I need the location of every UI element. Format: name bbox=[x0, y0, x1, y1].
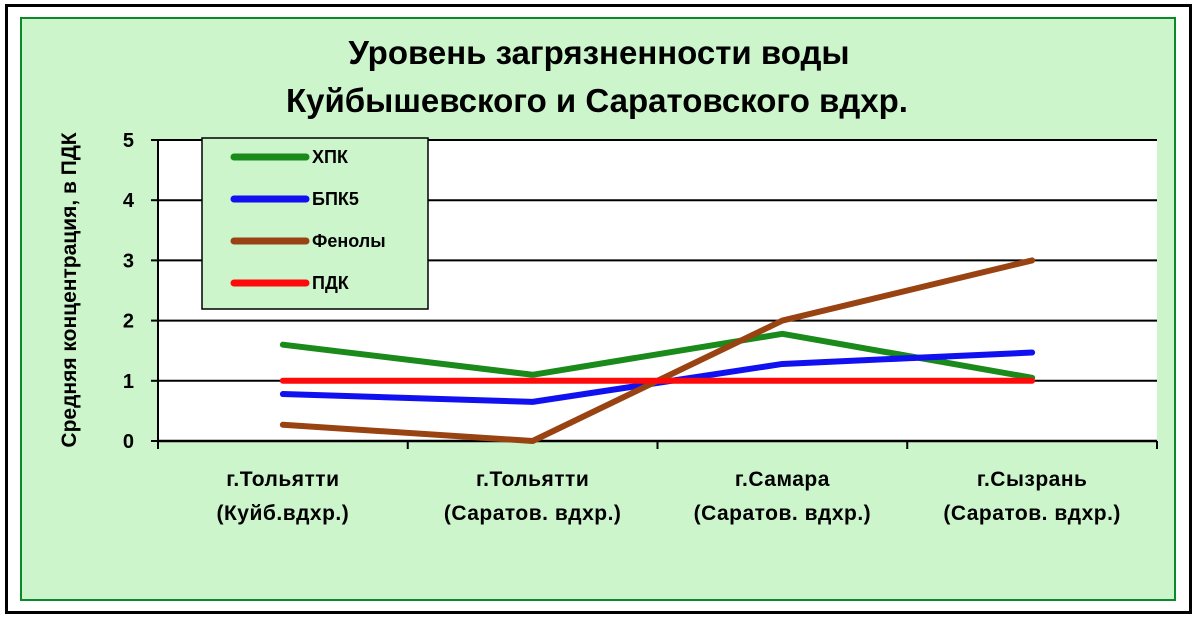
y-tick-label-4: 4 bbox=[123, 190, 135, 212]
series-lines bbox=[279, 257, 1036, 444]
x-category-label: г.Тольятти bbox=[226, 468, 339, 491]
x-category-label: (Саратов. вдхр.) bbox=[943, 502, 1121, 525]
x-category-label: (Саратов. вдхр.) bbox=[694, 502, 872, 525]
x-category-label: г.Тольятти bbox=[476, 468, 589, 491]
chart-title-line-1: Уровень загрязненности воды bbox=[348, 34, 849, 71]
chart-title-line-2: Куйбышевского и Саратовского вдхр. bbox=[286, 82, 908, 119]
y-tick-label-5: 5 bbox=[123, 130, 134, 152]
x-category-label: (Саратов. вдхр.) bbox=[444, 502, 622, 525]
legend-label-1: БПК5 bbox=[312, 189, 359, 209]
x-category-label: (Куйб.вдхр.) bbox=[216, 502, 349, 525]
y-tick-label-2: 2 bbox=[123, 311, 134, 333]
y-axis-label: Средняя концентрация, в ПДК bbox=[58, 132, 81, 447]
x-category-label: г.Самара bbox=[735, 468, 830, 491]
y-tick-label-0: 0 bbox=[123, 431, 134, 453]
legend: ХПК БПК5 Фенолы ПДК bbox=[201, 137, 429, 310]
x-category-label: г.Сызрань bbox=[977, 468, 1088, 491]
legend-label-2: Фенолы bbox=[312, 231, 386, 251]
legend-label-3: ПДК bbox=[312, 273, 350, 293]
legend-label-0: ХПК bbox=[312, 147, 349, 167]
y-tick-label-1: 1 bbox=[123, 371, 134, 393]
axes: 0 1 2 3 4 5 г.Тольятти (Куйб.вдхр.) г.Тольятти (С… bbox=[123, 130, 1158, 525]
y-tick-label-3: 3 bbox=[123, 250, 134, 272]
